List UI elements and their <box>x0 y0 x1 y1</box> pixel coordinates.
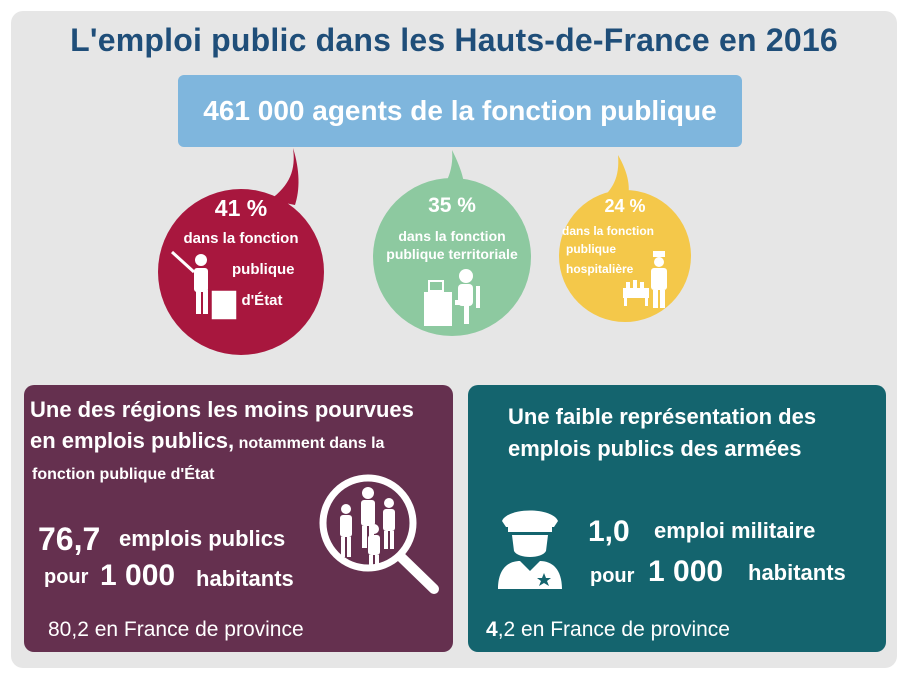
teacher-icon <box>170 250 238 321</box>
green-bubble <box>373 178 531 336</box>
yellow-bubble-line2: publique <box>566 242 616 256</box>
left-panel: Une des régions les moins pourvues en em… <box>24 385 453 652</box>
nurse-icon <box>623 251 667 308</box>
red-bubble-tail <box>270 148 299 205</box>
right-population: 1 000 <box>648 555 724 588</box>
people-magnifier-icon <box>319 474 439 594</box>
left-population: 1 000 <box>100 559 176 592</box>
soldier-icon <box>498 510 562 589</box>
right-habitants: habitants <box>748 560 846 585</box>
red-bubble-line1: dans la fonction <box>183 230 299 247</box>
green-bubble-line2: publique territoriale <box>386 246 518 262</box>
green-bubble-line1: dans la fonction <box>398 228 506 244</box>
right-heading-line1: Une faible représentation des <box>508 404 817 429</box>
green-bubble-percent: 35 % <box>428 194 476 217</box>
red-bubble-percent: 41 % <box>214 195 268 221</box>
right-pour: pour <box>590 565 635 587</box>
right-unit: emploi militaire <box>654 518 816 543</box>
right-province: 4,2 en France de province <box>486 618 730 641</box>
right-panel: Une faible représentation des emplois pu… <box>468 385 886 652</box>
yellow-bubble-percent: 24 % <box>604 196 646 216</box>
left-habitants: habitants <box>196 566 294 591</box>
left-heading-line2: en emplois publics, notamment dans la <box>30 428 385 453</box>
left-pour: pour <box>44 566 89 588</box>
left-heading-line1: Une des régions les moins pourvues <box>30 397 414 422</box>
left-unit: emplois publics <box>119 526 286 551</box>
left-province: 80,2 en France de province <box>48 618 304 641</box>
left-value: 76,7 <box>38 521 101 557</box>
left-heading-line3: fonction publique d'État <box>32 466 215 483</box>
red-bubble-line2: publique <box>232 261 295 278</box>
red-bubble-line3: d'État <box>241 292 283 309</box>
yellow-bubble-line3: hospitalière <box>566 262 634 276</box>
office-worker-icon <box>424 269 480 326</box>
page-title: L'emploi public dans les Hauts-de-France… <box>70 22 838 58</box>
right-heading-line2: emplois publics des armées <box>508 436 802 461</box>
total-agents-banner: 461 000 agents de la fonction publique <box>178 75 742 147</box>
right-value: 1,0 <box>588 515 630 548</box>
yellow-bubble-line1: dans la fonction <box>562 224 655 238</box>
